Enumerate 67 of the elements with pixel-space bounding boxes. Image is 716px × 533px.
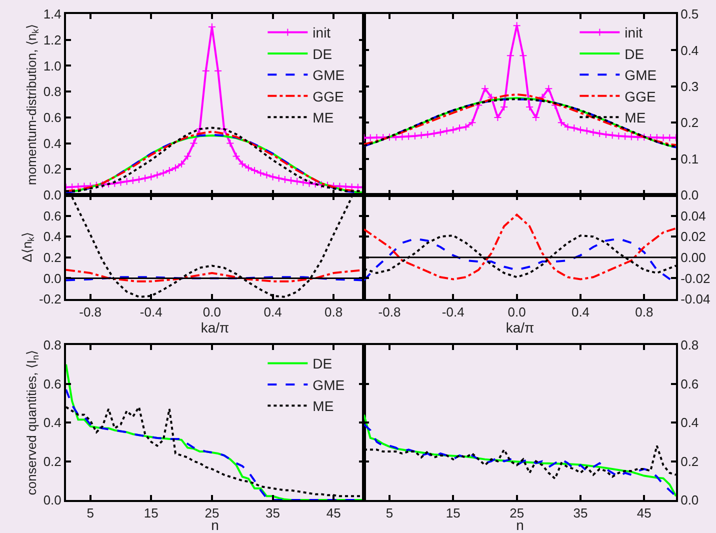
legend-label: GGE bbox=[624, 88, 656, 104]
y-tick-label: 0.4 bbox=[43, 229, 62, 244]
x-tick-label: 45 bbox=[636, 506, 652, 521]
y-tick-label: 0.5 bbox=[680, 6, 699, 22]
legend-label: init bbox=[624, 24, 643, 41]
y-tick-label: 0.8 bbox=[43, 338, 62, 353]
y-tick-label: 0.0 bbox=[680, 188, 699, 203]
legend-label: GME bbox=[312, 67, 345, 84]
legend-label: GME bbox=[312, 376, 345, 393]
y-tick-label: 0.6 bbox=[680, 376, 699, 392]
y-tick-label: 0.8 bbox=[680, 338, 699, 353]
y-tick-label: 1.4 bbox=[43, 6, 62, 22]
x-tick-label: 0.8 bbox=[324, 304, 343, 320]
x-axis-title: ka/π bbox=[506, 320, 535, 336]
legend-label: GME bbox=[624, 67, 657, 84]
y-tick-label: 1.2 bbox=[43, 32, 62, 48]
x-tick-label: 0.4 bbox=[571, 304, 590, 320]
y-tick-label: 0.0 bbox=[680, 492, 699, 508]
y-tick-label: 0.0 bbox=[43, 270, 62, 286]
y-tick-label: -0.2 bbox=[38, 292, 62, 307]
y-tick-label: 0.2 bbox=[43, 162, 62, 177]
y-tick-label: 0.0 bbox=[43, 188, 62, 203]
y-tick-label: 0.02 bbox=[680, 229, 706, 244]
y-tick-label: 0.2 bbox=[43, 250, 62, 265]
legend-label: ME bbox=[312, 110, 334, 126]
y-tick-label: 0.6 bbox=[43, 376, 62, 392]
y-tick-label: 0.4 bbox=[43, 415, 62, 430]
y-tick-label: 0.4 bbox=[43, 136, 62, 151]
y-tick-label: 0.4 bbox=[680, 415, 699, 430]
y-tick-label: -0.02 bbox=[680, 270, 710, 286]
x-tick-label: -0.8 bbox=[79, 304, 102, 320]
x-tick-label: 35 bbox=[266, 506, 280, 521]
x-tick-label: 0.8 bbox=[635, 304, 654, 320]
y-tick-label: 0.8 bbox=[43, 84, 62, 100]
legend-label: init bbox=[312, 24, 331, 41]
y-tick-label: 0.4 bbox=[680, 42, 699, 58]
legend-label: ME bbox=[624, 110, 646, 126]
y-tick-label: 0.3 bbox=[680, 78, 699, 94]
y-tick-label: 0.2 bbox=[680, 115, 699, 130]
x-tick-label: 5 bbox=[86, 506, 94, 521]
legend-label: DE bbox=[312, 356, 332, 372]
x-tick-label: -0.4 bbox=[442, 304, 464, 320]
y-tick-label: 0.04 bbox=[680, 208, 706, 224]
y-tick-label: 0.1 bbox=[680, 151, 699, 166]
x-tick-label: 0.4 bbox=[264, 304, 282, 320]
x-tick-label: 35 bbox=[573, 506, 588, 521]
y-tick-label: 0.0 bbox=[43, 492, 62, 508]
y-tick-label: 1.0 bbox=[43, 58, 62, 74]
x-tick-label: 0.0 bbox=[508, 304, 526, 320]
legend-label: DE bbox=[312, 46, 332, 62]
y-tick-label: -0.04 bbox=[680, 292, 710, 307]
y-tick-label: 0.00 bbox=[680, 250, 706, 265]
legend-label: GGE bbox=[312, 88, 344, 104]
legend-label: ME bbox=[312, 398, 334, 414]
x-axis-title: ka/π bbox=[200, 320, 230, 336]
x-tick-label: -0.8 bbox=[378, 304, 401, 320]
y-tick-label: 0.2 bbox=[680, 454, 699, 469]
x-tick-label: 5 bbox=[386, 506, 394, 521]
x-tick-label: 15 bbox=[144, 506, 158, 521]
y-tick-label: 0.2 bbox=[43, 454, 62, 469]
legend-label: DE bbox=[624, 46, 644, 62]
x-tick-label: 45 bbox=[326, 506, 341, 521]
x-tick-label: 15 bbox=[446, 506, 460, 521]
x-tick-label: -0.4 bbox=[140, 304, 162, 320]
y-tick-label: 0.6 bbox=[43, 110, 62, 125]
y-tick-label: 0.6 bbox=[43, 208, 62, 224]
x-tick-label: 0.0 bbox=[202, 304, 221, 320]
